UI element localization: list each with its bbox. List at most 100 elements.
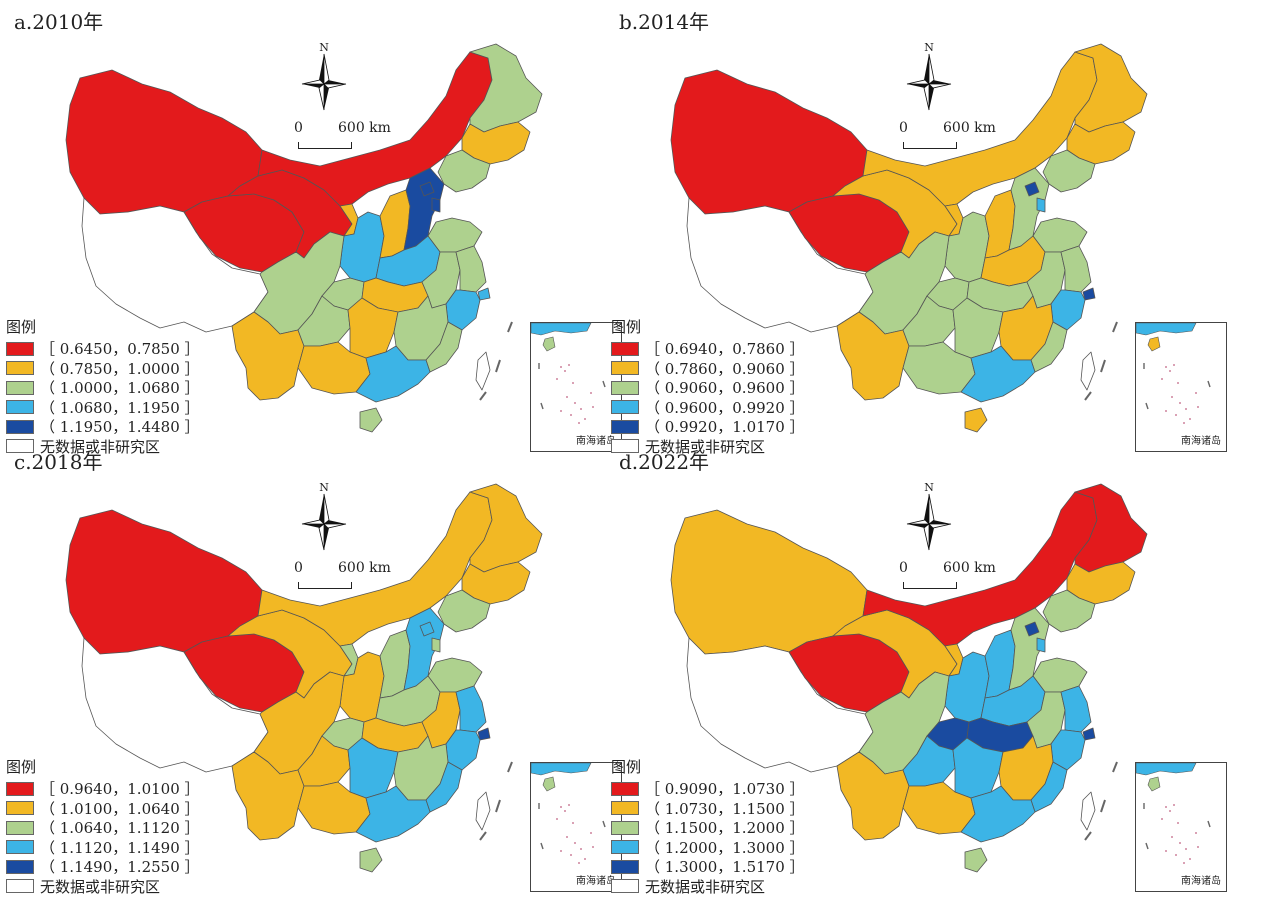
legend-item: （ 1.1500，1.2000 ］ [611,818,805,838]
legend-label: （ 1.1500，1.2000 ］ [645,819,805,838]
scale-zero: 0 [294,560,303,576]
boundary-dash [495,359,501,373]
region-hebei [403,607,445,691]
legend-label: ［ 0.6940，0.7860 ］ [645,340,805,359]
legend-swatch [6,820,34,835]
region-liaoning [1042,589,1096,633]
legend-swatch [6,341,34,356]
boundary-dash [1084,831,1092,841]
region-yunnan [836,751,910,841]
legend-swatch [6,801,34,816]
legend-item-nodata: 无数据或非研究区 [6,437,200,457]
scale-distance: 600 km [943,560,996,576]
boundary-dash [1112,761,1118,773]
legend-swatch [611,879,639,894]
legend-item: （ 1.1120，1.1490 ］ [6,838,200,858]
legend-item: ［ 0.9090，1.0730 ］ [611,779,805,799]
legend-swatch [6,380,34,395]
legend-swatch [611,820,639,835]
scale-bar-line [298,582,352,589]
china-choropleth-map [670,483,1148,873]
legend-item: （ 0.9600，0.9920 ］ [611,398,805,418]
scale-zero: 0 [899,560,908,576]
legend-label: 无数据或非研究区 [645,877,766,896]
panel-title: c.2018年 [14,450,103,474]
legend-title: 图例 [611,318,642,336]
legend-item: （ 1.1950，1.4480 ］ [6,417,200,437]
region-jilin [1066,121,1136,165]
legend-item: （ 1.1490，1.2550 ］ [6,857,200,877]
legend-label: （ 1.0000，1.0680 ］ [40,379,200,398]
legend-swatch [6,879,34,894]
map-panel-1: a.2010年 N 0 600 km 图例 ［ 0.6450，0.7850 ］ （ 0.78… [0,0,622,456]
legend-item: （ 1.0730，1.1500 ］ [611,799,805,819]
legend-swatch [6,419,34,434]
region-hunan [347,737,399,799]
inset-label: 南海诸岛 [576,436,616,447]
inset-label: 南海诸岛 [1181,436,1221,447]
panel-title: b.2014年 [619,10,710,34]
legend-swatch [6,781,34,796]
legend-swatch [611,419,639,434]
region-jiangsu [1060,245,1092,293]
legend-item: ［ 0.9640，1.0100 ］ [6,779,200,799]
region-jiangsu [1060,685,1092,733]
legend-swatch [6,361,34,376]
boundary-dash [507,761,513,773]
legend: 图例 ［ 0.9640，1.0100 ］ （ 1.0100，1.0640 ］ （ 1.… [6,756,200,896]
legend-item: （ 1.0640，1.1120 ］ [6,818,200,838]
legend-swatch [611,801,639,816]
region-shanghai [477,727,491,741]
north-arrow-icon: N [901,480,957,556]
legend-label: （ 1.0100，1.0640 ］ [40,799,200,818]
legend-label: 无数据或非研究区 [40,877,161,896]
legend-title: 图例 [6,318,37,336]
legend-label: （ 1.2000，1.3000 ］ [645,838,805,857]
boundary-dash [1084,391,1092,401]
scale-bar-line [903,582,957,589]
region-jilin [1066,561,1136,605]
legend-label: ［ 0.9090，1.0730 ］ [645,780,805,799]
svg-text:N: N [924,481,934,494]
region-jiangsu [455,685,487,733]
legend-swatch [611,859,639,874]
legend-item: （ 1.0100，1.0640 ］ [6,799,200,819]
legend-swatch [611,400,639,415]
south-china-sea-inset: 南海诸岛 [1135,762,1227,892]
map-panel-4: d.2022年 N 0 600 km 图例 ［ 0.9090，1.0730 ］ （ 1.07… [605,440,1227,896]
legend-title: 图例 [6,758,37,776]
region-hebei [403,167,445,251]
region-beijing [419,181,435,197]
legend-item-nodata: 无数据或非研究区 [611,437,805,457]
region-hainan [964,847,988,873]
region-liaoning [1042,149,1096,193]
region-liaoning [437,149,491,193]
north-arrow-icon: N [901,40,957,116]
region-fujian [425,321,463,373]
region-taiwan [1080,791,1096,831]
legend: 图例 ［ 0.6450，0.7850 ］ （ 0.7850，1.0000 ］ （ 1.… [6,316,200,456]
legend-item: ［ 0.6940，0.7860 ］ [611,339,805,359]
china-choropleth-map [65,483,543,873]
scale-zero: 0 [294,120,303,136]
region-beijing [1024,181,1040,197]
legend-swatch [611,439,639,454]
legend-item-nodata: 无数据或非研究区 [611,877,805,897]
legend-title: 图例 [611,758,642,776]
map-panel-2: b.2014年 N 0 600 km 图例 ［ 0.6940，0.7860 ］ （ 0.78… [605,0,1227,456]
region-hunan [347,297,399,359]
south-china-sea-inset: 南海诸岛 [530,322,622,452]
legend-label: ［ 0.9640，1.0100 ］ [40,780,200,799]
legend-item: （ 1.0680，1.1950 ］ [6,398,200,418]
region-guangdong [355,345,431,403]
legend-swatch [611,840,639,855]
region-beijing [1024,621,1040,637]
legend-label: （ 0.7860，0.9060 ］ [645,359,805,378]
legend-label: （ 1.0680，1.1950 ］ [40,398,200,417]
region-tianjin [431,637,441,653]
region-shanghai [1082,287,1096,301]
north-arrow-icon: N [296,480,352,556]
panel-title: a.2010年 [14,10,104,34]
scale-distance: 600 km [338,120,391,136]
legend-label: （ 1.1120，1.1490 ］ [40,838,200,857]
